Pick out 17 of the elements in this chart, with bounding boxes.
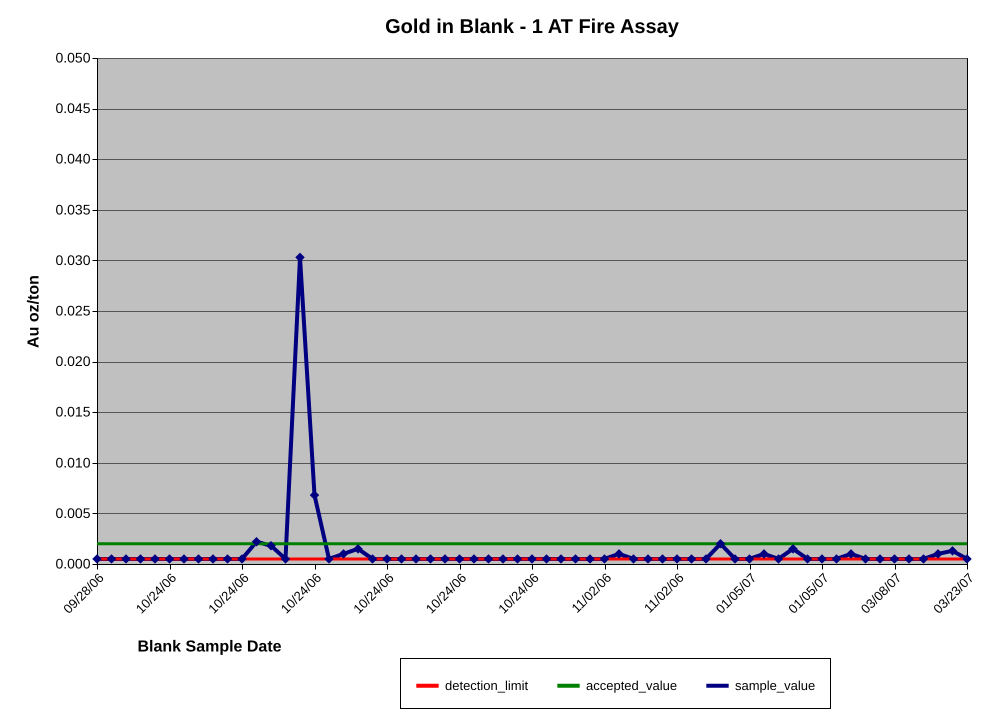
y-tick-label: 0.000	[55, 556, 91, 572]
y-tick-label: 0.005	[55, 504, 91, 521]
y-axis-title: Au oz/ton	[25, 275, 42, 348]
y-tick-label: 0.025	[55, 302, 91, 318]
y-tick-label: 0.045	[55, 100, 91, 116]
y-tick-label: 0.035	[55, 201, 91, 218]
x-axis-title: Blank Sample Date	[138, 638, 282, 656]
y-tick-label: 0.030	[55, 252, 91, 268]
legend-label: sample_value	[735, 678, 816, 693]
y-tick-label: 0.010	[55, 454, 91, 470]
chart-title: Gold in Blank - 1 AT Fire Assay	[385, 16, 680, 38]
legend-label: accepted_value	[586, 678, 678, 693]
y-tick-label: 0.015	[55, 404, 91, 420]
y-tick-label: 0.020	[55, 353, 91, 370]
y-tick-label: 0.050	[55, 50, 91, 66]
legend-label: detection_limit	[445, 678, 528, 693]
y-tick-label: 0.040	[55, 150, 91, 167]
